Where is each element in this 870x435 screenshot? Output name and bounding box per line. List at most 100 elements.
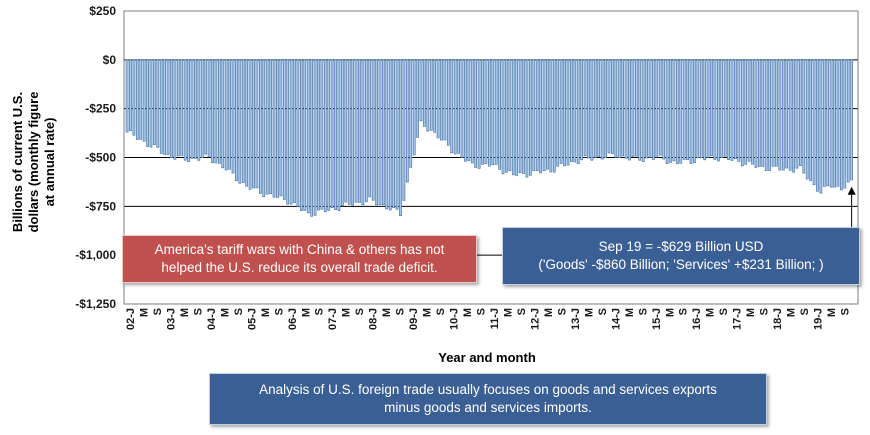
bar — [730, 59, 734, 161]
x-tick-label: M — [260, 308, 272, 317]
x-tick-label: M — [138, 308, 150, 317]
bar — [747, 59, 751, 162]
bar — [614, 59, 618, 158]
bar — [744, 59, 748, 165]
bar — [532, 59, 536, 171]
bar — [142, 59, 146, 142]
bar — [822, 59, 826, 187]
bar — [508, 59, 512, 172]
bar — [781, 59, 785, 171]
bar — [399, 59, 402, 217]
sep19-value-callout: Sep 19 = -$629 Billion USD ('Goods' -$86… — [502, 227, 860, 285]
y-axis-ticks: $250 $0 -$250 -$500 -$750 -$1,000 -$1,250 — [75, 4, 116, 311]
bar — [501, 59, 505, 175]
bar — [159, 59, 163, 154]
x-tick-label: M — [664, 308, 676, 317]
x-tick-label: S — [678, 308, 690, 315]
x-tick-label: S — [273, 308, 285, 315]
bar — [364, 59, 368, 203]
bar — [494, 59, 498, 165]
bar — [139, 59, 143, 140]
bar — [183, 59, 187, 161]
bar — [481, 59, 484, 165]
x-tick-label: S — [516, 308, 528, 315]
bar — [754, 59, 758, 168]
bar — [306, 59, 310, 214]
bar — [675, 59, 679, 165]
bar — [464, 59, 467, 162]
bar — [604, 59, 607, 158]
bar — [279, 59, 283, 197]
bar — [221, 59, 225, 169]
bar — [385, 59, 389, 210]
analysis-note-line-1: Analysis of U.S. foreign trade usually f… — [259, 382, 717, 397]
bar — [829, 59, 833, 188]
bar — [238, 59, 242, 184]
bar — [552, 59, 556, 173]
bar — [559, 59, 563, 164]
x-tick-label: S — [840, 308, 852, 315]
bar — [809, 59, 812, 181]
bar — [341, 59, 344, 206]
bar — [631, 59, 635, 158]
bar — [146, 59, 149, 147]
bar — [282, 59, 286, 200]
bar — [710, 59, 713, 157]
bar — [258, 59, 262, 194]
x-tick-label: S — [192, 308, 204, 315]
bar — [474, 59, 478, 168]
bar — [207, 59, 211, 158]
bar — [686, 59, 689, 160]
x-tick-label: M — [341, 308, 353, 317]
x-tick-label: M — [786, 308, 798, 317]
bar — [361, 59, 365, 206]
bar — [289, 59, 293, 205]
x-tick-label: 07-J — [327, 308, 339, 330]
bar — [761, 59, 765, 167]
bar — [652, 59, 655, 160]
bar — [546, 59, 549, 170]
tariff-callout-line-1: America's tariff wars with China & other… — [154, 242, 445, 257]
bar — [176, 59, 180, 157]
bar — [525, 59, 529, 178]
bar — [597, 59, 601, 157]
bar — [470, 59, 474, 164]
bar — [816, 59, 819, 192]
bar — [672, 59, 676, 162]
bar — [593, 59, 597, 158]
bar — [423, 59, 426, 127]
bar — [805, 59, 809, 180]
y-tick-label: $0 — [103, 53, 117, 67]
bar — [641, 59, 645, 162]
bar — [669, 59, 672, 163]
sep19-callout-line-2: ('Goods' -$860 Billion; 'Services' +$231… — [538, 257, 824, 272]
bar — [433, 59, 437, 133]
bar — [323, 59, 327, 213]
bar — [132, 59, 136, 136]
bar — [416, 59, 419, 138]
bar — [607, 59, 611, 154]
x-tick-label: 03-J — [165, 308, 177, 330]
bar — [795, 59, 799, 169]
bar — [375, 59, 378, 206]
bar — [487, 59, 491, 167]
x-tick-label: S — [637, 308, 649, 315]
bar — [802, 59, 806, 174]
bar — [696, 59, 700, 159]
bar — [170, 59, 173, 158]
bar — [296, 59, 300, 207]
bar — [194, 59, 197, 159]
bar — [682, 59, 686, 160]
bar — [163, 59, 167, 155]
bar — [843, 59, 847, 189]
bar — [252, 59, 255, 189]
bar — [511, 59, 515, 176]
bar — [228, 59, 231, 170]
bar — [775, 59, 778, 167]
bar — [313, 59, 317, 216]
y-tick-label: $250 — [89, 4, 116, 18]
bar — [590, 59, 594, 161]
bar — [317, 59, 320, 211]
bar — [402, 59, 406, 201]
bar — [156, 59, 160, 148]
